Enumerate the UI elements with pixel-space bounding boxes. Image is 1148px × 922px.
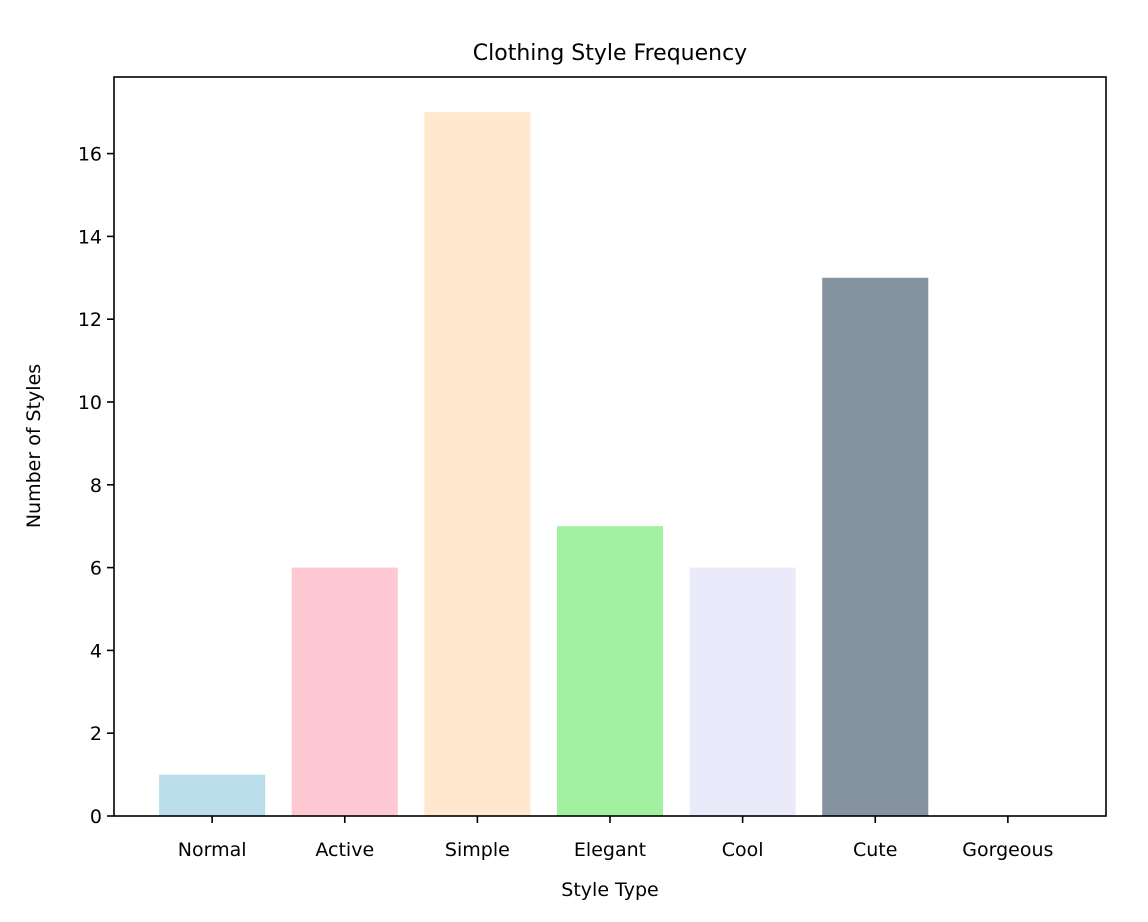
y-tick-label: 0 (90, 806, 102, 828)
x-axis-ticks: Normal Active Simple Elegant Cool Cute Gorgeou… (178, 816, 1053, 861)
bars-layer (159, 112, 929, 816)
y-tick-label: 14 (78, 226, 102, 248)
y-axis-label: Number of Styles (23, 364, 45, 528)
y-axis-ticks: 0 2 4 6 8 10 12 14 16 (78, 144, 114, 828)
chart-title: Clothing Style Frequency (473, 41, 747, 66)
x-tick-label-gorgeous: Gorgeous (962, 839, 1053, 861)
bar-cool (689, 567, 796, 816)
bar-normal (159, 774, 266, 816)
x-tick-label-cute: Cute (853, 839, 897, 861)
y-tick-label: 6 (90, 558, 102, 580)
y-tick-label: 12 (78, 309, 102, 331)
bar-cute (822, 277, 929, 816)
y-tick-label: 8 (90, 475, 102, 497)
x-tick-label-elegant: Elegant (574, 839, 646, 861)
plot-area-frame (113, 76, 1107, 817)
y-tick-label: 4 (90, 640, 102, 662)
y-tick-label: 16 (78, 144, 102, 166)
y-tick-label: 2 (90, 723, 102, 745)
x-tick-label-active: Active (315, 839, 374, 861)
bar-simple (424, 112, 531, 816)
x-axis-label: Style Type (561, 879, 658, 901)
bar-elegant (556, 526, 664, 816)
x-tick-label-cool: Cool (722, 839, 764, 861)
y-tick-label: 10 (78, 392, 102, 414)
x-tick-label-simple: Simple (445, 839, 510, 861)
bar-active (291, 567, 398, 816)
x-tick-label-normal: Normal (178, 839, 247, 861)
